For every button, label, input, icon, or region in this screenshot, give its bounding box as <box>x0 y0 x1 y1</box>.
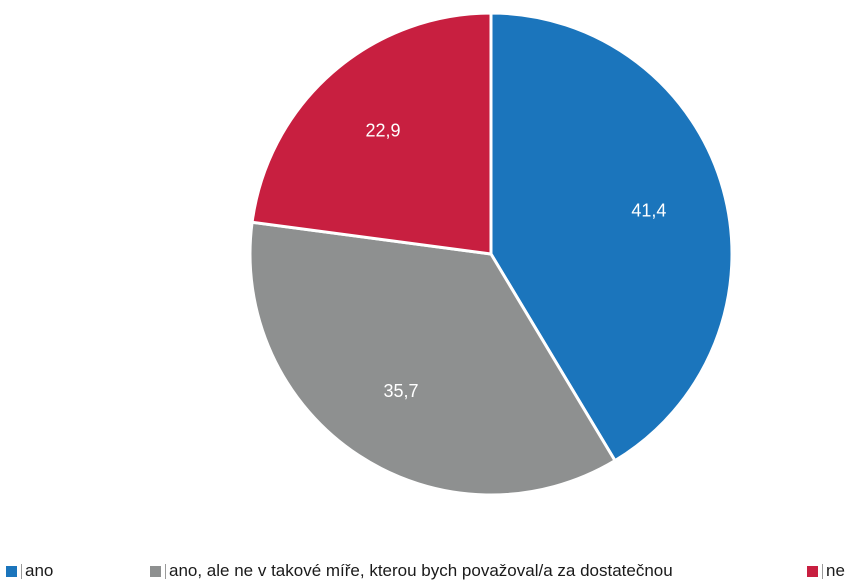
legend-label-ano-ale-ne: ano, ale ne v takové míře, kterou bych p… <box>169 561 673 580</box>
legend-item-ano: ano <box>6 561 53 581</box>
legend-item-ano-ale-ne: ano, ale ne v takové míře, kterou bych p… <box>150 561 673 581</box>
chart-legend: ano ano, ale ne v takové míře, kterou by… <box>0 561 850 581</box>
legend-label-ano: ano <box>25 561 54 580</box>
pie-slice-1 <box>248 220 617 497</box>
legend-item-ne: ne <box>807 561 845 581</box>
pie-slice-0 <box>489 11 734 463</box>
pie-data-labels: 41,4 35,7 22,9 <box>365 121 666 401</box>
pie-slices <box>248 11 734 497</box>
data-label-0: 41,4 <box>631 200 666 220</box>
data-label-2: 22,9 <box>365 121 400 141</box>
legend-swatch-ano <box>6 565 17 577</box>
legend-label-ne: ne <box>826 561 845 580</box>
legend-swatch-ne <box>807 565 818 577</box>
legend-separator <box>165 563 166 579</box>
legend-separator <box>822 563 823 579</box>
data-label-1: 35,7 <box>384 381 419 401</box>
legend-swatch-ano-ale-ne <box>150 565 161 577</box>
legend-separator <box>21 563 22 579</box>
pie-slice-2 <box>250 11 493 256</box>
